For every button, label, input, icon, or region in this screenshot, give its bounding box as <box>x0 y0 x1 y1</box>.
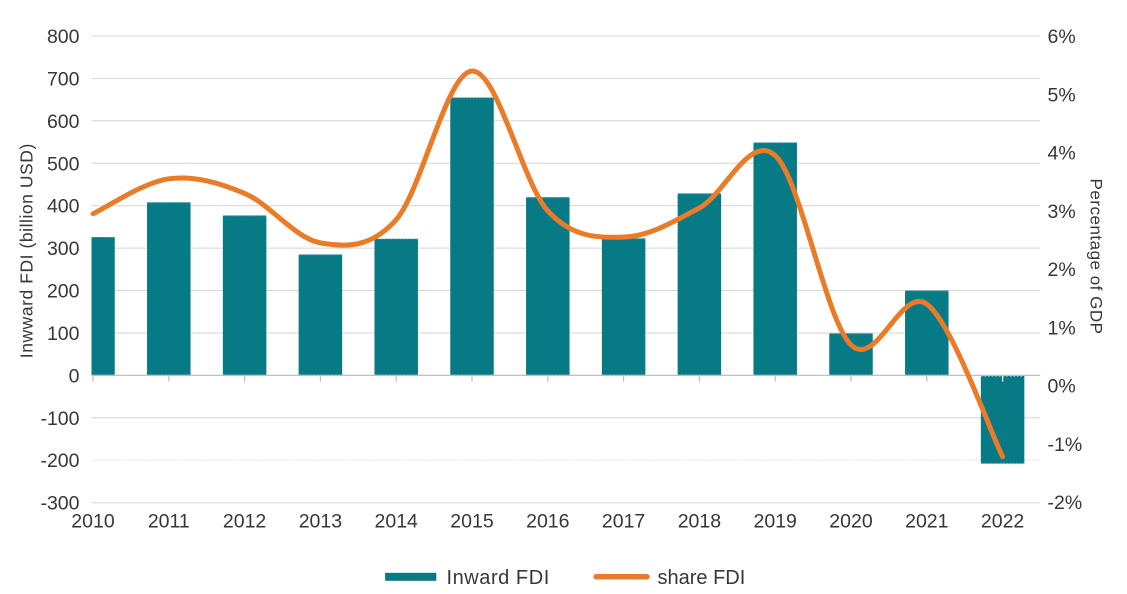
svg-text:3%: 3% <box>1048 201 1076 223</box>
svg-text:Percentage of GDP: Percentage of GDP <box>1087 179 1106 335</box>
svg-text:0: 0 <box>69 365 80 387</box>
svg-text:2011: 2011 <box>148 511 190 533</box>
svg-text:200: 200 <box>47 281 80 303</box>
svg-text:300: 300 <box>47 238 80 260</box>
svg-text:-1%: -1% <box>1048 434 1083 456</box>
svg-text:2013: 2013 <box>299 511 342 533</box>
svg-text:2021: 2021 <box>905 511 948 533</box>
svg-text:500: 500 <box>47 153 80 175</box>
svg-text:4%: 4% <box>1048 143 1076 165</box>
svg-text:share FDI: share FDI <box>658 567 746 589</box>
svg-text:2022: 2022 <box>981 511 1024 533</box>
svg-text:2018: 2018 <box>678 511 721 533</box>
svg-text:2012: 2012 <box>223 511 266 533</box>
svg-text:2014: 2014 <box>375 511 419 533</box>
svg-text:Inwward FDI (billion USD): Inwward FDI (billion USD) <box>16 143 36 358</box>
svg-text:700: 700 <box>47 68 80 90</box>
svg-text:5%: 5% <box>1048 84 1076 106</box>
svg-text:6%: 6% <box>1048 26 1076 48</box>
svg-text:800: 800 <box>47 26 80 48</box>
svg-text:600: 600 <box>47 111 80 133</box>
svg-text:Inward FDI: Inward FDI <box>447 567 550 589</box>
svg-text:-100: -100 <box>40 408 79 430</box>
svg-text:2%: 2% <box>1048 259 1076 281</box>
svg-text:2020: 2020 <box>829 511 873 533</box>
svg-text:2017: 2017 <box>602 511 645 533</box>
svg-text:2010: 2010 <box>71 511 115 533</box>
svg-text:-300: -300 <box>40 493 79 515</box>
svg-text:0%: 0% <box>1048 376 1076 398</box>
svg-text:2019: 2019 <box>754 511 797 533</box>
svg-text:1%: 1% <box>1048 317 1076 339</box>
svg-text:100: 100 <box>47 323 80 345</box>
svg-text:-2%: -2% <box>1048 492 1083 514</box>
svg-text:2016: 2016 <box>526 511 569 533</box>
svg-text:2015: 2015 <box>450 511 494 533</box>
svg-text:-200: -200 <box>40 450 79 472</box>
svg-text:400: 400 <box>47 196 80 218</box>
